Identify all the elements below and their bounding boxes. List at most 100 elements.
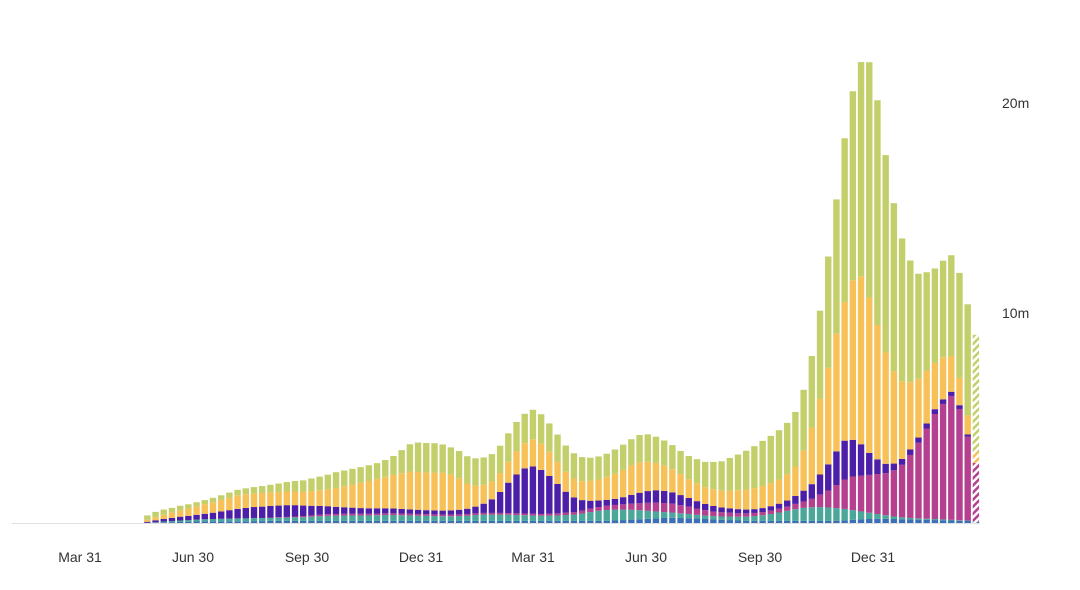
bar-segment-week-99-series-3[interactable] (825, 464, 832, 491)
bar-segment-week-95-series-4[interactable] (792, 466, 799, 496)
bar-segment-week-99-series-5[interactable] (825, 256, 832, 368)
bar-segment-week-29-series-4[interactable] (250, 493, 258, 508)
bar-segment-week-63-series-0[interactable] (529, 520, 537, 523)
bar-segment-week-36-series-0[interactable] (308, 520, 315, 523)
bar-segment-week-21-series-1[interactable] (185, 520, 192, 522)
bar-segment-week-117-series-2[interactable] (972, 462, 980, 522)
bar-segment-week-104-series-3[interactable] (866, 452, 873, 475)
bar-segment-week-87-series-0[interactable] (726, 520, 733, 523)
bar-segment-week-37-series-3[interactable] (316, 505, 323, 515)
bar-segment-week-82-series-2[interactable] (685, 506, 692, 514)
bar-segment-week-31-series-5[interactable] (267, 484, 274, 493)
bar-segment-week-98-series-5[interactable] (816, 310, 824, 399)
bar-segment-week-64-series-0[interactable] (537, 520, 545, 523)
bar-segment-week-74-series-1[interactable] (619, 509, 627, 521)
bar-segment-week-51-series-5[interactable] (431, 443, 438, 473)
bar-segment-week-36-series-3[interactable] (308, 505, 315, 516)
bar-segment-week-109-series-4[interactable] (907, 382, 914, 450)
bar-segment-week-36-series-1[interactable] (308, 516, 315, 521)
bar-segment-week-92-series-5[interactable] (767, 435, 775, 484)
bar-segment-week-53-series-0[interactable] (447, 520, 455, 523)
bar-segment-week-58-series-2[interactable] (488, 512, 496, 515)
bar-segment-week-100-series-3[interactable] (833, 451, 840, 485)
bar-segment-week-101-series-5[interactable] (841, 138, 848, 303)
bar-segment-week-58-series-0[interactable] (488, 520, 496, 523)
bar-segment-week-89-series-4[interactable] (743, 489, 750, 510)
bar-segment-week-90-series-0[interactable] (751, 520, 758, 523)
bar-segment-week-62-series-2[interactable] (521, 513, 528, 516)
bar-segment-week-43-series-1[interactable] (365, 515, 373, 521)
bar-segment-week-39-series-5[interactable] (332, 472, 340, 488)
bar-segment-week-103-series-2[interactable] (857, 475, 865, 512)
bar-segment-week-87-series-5[interactable] (726, 457, 733, 491)
bar-segment-week-27-series-3[interactable] (234, 508, 241, 519)
bar-segment-week-110-series-2[interactable] (915, 442, 922, 519)
bar-segment-week-100-series-4[interactable] (833, 333, 840, 452)
bar-segment-week-98-series-1[interactable] (816, 507, 824, 521)
bar-segment-week-83-series-4[interactable] (693, 483, 701, 502)
bar-segment-week-25-series-5[interactable] (217, 495, 225, 500)
bar-segment-week-30-series-3[interactable] (259, 506, 266, 518)
bar-segment-week-50-series-2[interactable] (423, 514, 430, 516)
bar-segment-week-61-series-4[interactable] (513, 451, 520, 475)
bar-segment-week-103-series-5[interactable] (857, 62, 865, 277)
bar-segment-week-92-series-3[interactable] (767, 506, 775, 511)
bar-segment-week-103-series-4[interactable] (857, 276, 865, 445)
bar-segment-week-99-series-1[interactable] (825, 507, 832, 521)
bar-segment-week-57-series-5[interactable] (480, 457, 487, 485)
bar-segment-week-39-series-1[interactable] (332, 515, 340, 521)
bar-segment-week-111-series-1[interactable] (923, 518, 930, 520)
bar-segment-week-25-series-1[interactable] (217, 518, 225, 522)
bar-segment-week-35-series-0[interactable] (300, 520, 307, 523)
bar-segment-week-116-series-0[interactable] (964, 520, 971, 523)
bar-segment-week-46-series-5[interactable] (390, 456, 397, 475)
bar-segment-week-84-series-4[interactable] (701, 487, 709, 504)
bar-segment-week-70-series-3[interactable] (587, 500, 594, 509)
bar-segment-week-87-series-2[interactable] (726, 512, 733, 517)
bar-segment-week-70-series-0[interactable] (587, 520, 594, 523)
bar-segment-week-98-series-2[interactable] (816, 494, 824, 508)
bar-segment-week-66-series-0[interactable] (554, 520, 561, 523)
bar-segment-week-39-series-4[interactable] (332, 487, 340, 507)
bar-segment-week-55-series-5[interactable] (464, 456, 471, 484)
bar-segment-week-28-series-3[interactable] (242, 507, 249, 519)
bar-segment-week-59-series-1[interactable] (496, 514, 504, 521)
bar-segment-week-57-series-2[interactable] (480, 512, 487, 515)
bar-segment-week-65-series-0[interactable] (546, 520, 553, 523)
bar-segment-week-75-series-3[interactable] (628, 494, 635, 504)
bar-segment-week-57-series-0[interactable] (480, 520, 487, 523)
bar-segment-week-66-series-4[interactable] (554, 461, 561, 484)
bar-segment-week-21-series-4[interactable] (185, 508, 192, 516)
bar-segment-week-76-series-5[interactable] (636, 435, 643, 463)
bar-segment-week-26-series-3[interactable] (226, 510, 233, 519)
bar-segment-week-73-series-1[interactable] (611, 509, 619, 521)
bar-segment-week-49-series-3[interactable] (414, 509, 422, 514)
bar-segment-week-19-series-3[interactable] (168, 517, 176, 522)
bar-segment-week-37-series-0[interactable] (316, 520, 323, 523)
bar-segment-week-94-series-0[interactable] (784, 520, 791, 523)
bar-segment-week-61-series-5[interactable] (513, 421, 520, 452)
bar-segment-week-114-series-2[interactable] (948, 395, 955, 520)
bar-segment-week-104-series-0[interactable] (866, 519, 873, 523)
bar-segment-week-106-series-5[interactable] (882, 155, 889, 353)
bar-segment-week-18-series-4[interactable] (160, 514, 167, 520)
bar-segment-week-70-series-1[interactable] (587, 512, 594, 521)
bar-segment-week-57-series-1[interactable] (480, 514, 487, 521)
bar-segment-week-117-series-0[interactable] (972, 521, 980, 523)
bar-segment-week-54-series-4[interactable] (455, 478, 463, 510)
bar-segment-week-46-series-4[interactable] (390, 474, 397, 509)
bar-segment-week-87-series-3[interactable] (726, 508, 733, 513)
bar-segment-week-108-series-4[interactable] (898, 381, 906, 459)
bar-segment-week-71-series-0[interactable] (595, 520, 602, 523)
bar-segment-week-21-series-0[interactable] (185, 521, 192, 523)
bar-segment-week-56-series-0[interactable] (472, 520, 479, 523)
bar-segment-week-95-series-5[interactable] (792, 411, 799, 467)
bar-segment-week-66-series-5[interactable] (554, 434, 561, 462)
bar-segment-week-79-series-3[interactable] (660, 490, 668, 504)
bar-segment-week-92-series-2[interactable] (767, 510, 775, 514)
bar-segment-week-71-series-5[interactable] (595, 456, 602, 480)
bar-segment-week-20-series-4[interactable] (176, 510, 184, 517)
bar-segment-week-24-series-1[interactable] (209, 519, 217, 522)
bar-segment-week-96-series-0[interactable] (800, 520, 807, 523)
bar-segment-week-99-series-0[interactable] (825, 520, 832, 523)
